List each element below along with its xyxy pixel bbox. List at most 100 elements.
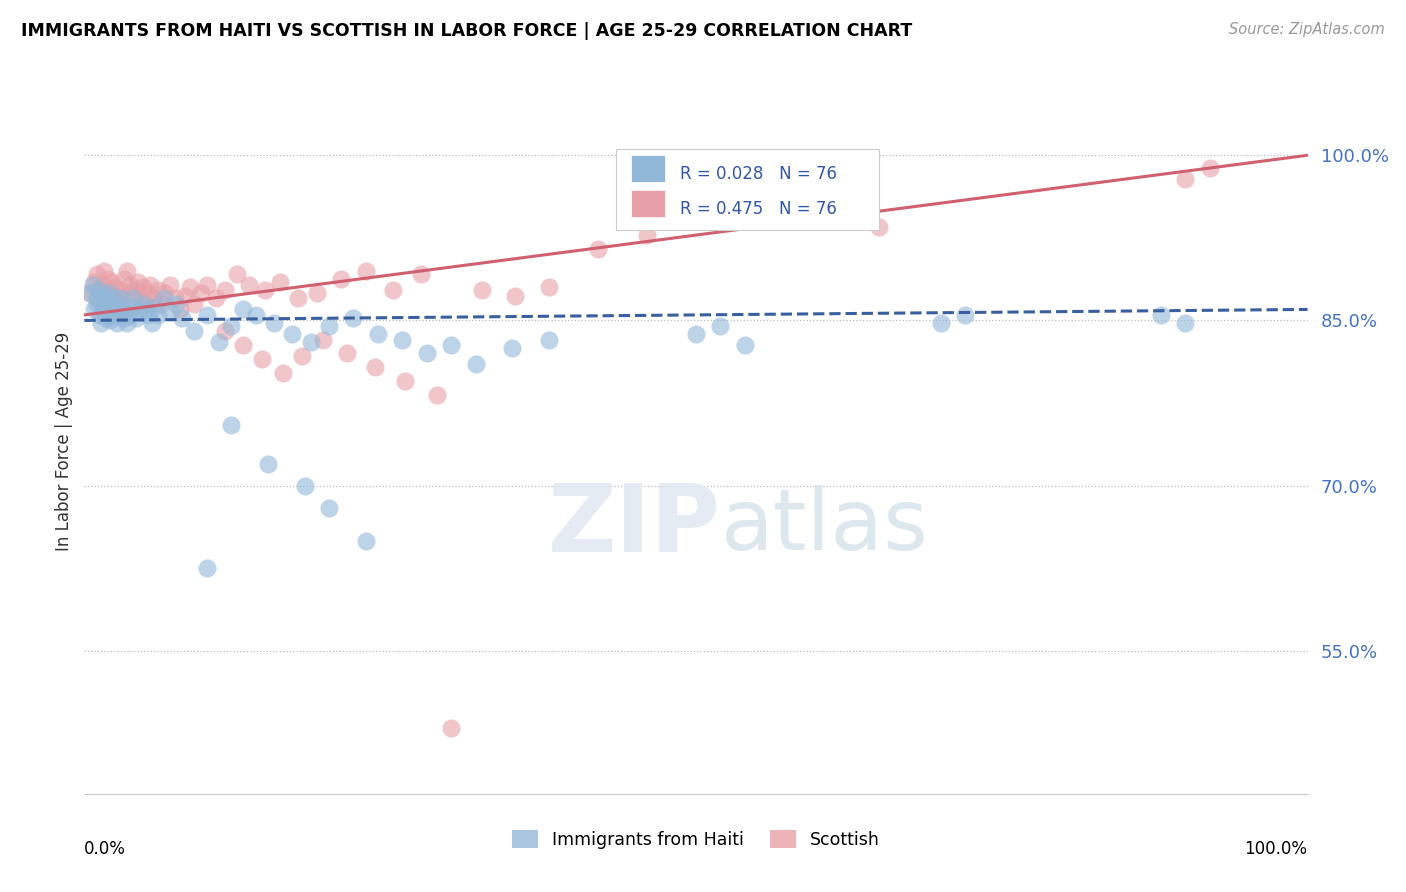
Point <box>83 302 105 317</box>
Point <box>117 308 139 322</box>
Point <box>91 300 114 314</box>
Point <box>87 283 110 297</box>
Point <box>364 359 387 374</box>
Point <box>115 264 138 278</box>
Text: Source: ZipAtlas.com: Source: ZipAtlas.com <box>1229 22 1385 37</box>
Point <box>136 285 159 300</box>
Point <box>125 311 148 326</box>
Point <box>299 335 322 350</box>
Point <box>336 346 359 360</box>
Point <box>538 280 561 294</box>
Point <box>169 302 191 317</box>
Point <box>1174 172 1197 186</box>
Point <box>100 285 122 300</box>
Point <box>127 275 149 289</box>
Point <box>97 302 120 317</box>
Point <box>685 214 707 228</box>
Text: IMMIGRANTS FROM HAITI VS SCOTTISH IN LABOR FORCE | AGE 25-29 CORRELATION CHART: IMMIGRANTS FROM HAITI VS SCOTTISH IN LAB… <box>21 22 912 40</box>
Point <box>1150 308 1173 322</box>
Point <box>101 297 124 311</box>
Text: ZIP: ZIP <box>547 480 720 572</box>
Point <box>103 292 125 306</box>
Point <box>111 300 134 314</box>
Point <box>129 292 152 306</box>
Point <box>98 313 121 327</box>
Point <box>125 283 148 297</box>
Point <box>97 283 120 297</box>
Point <box>100 308 122 322</box>
Point <box>122 292 145 306</box>
Point <box>104 280 127 294</box>
Point <box>381 283 404 297</box>
Point <box>83 275 105 289</box>
Point <box>94 297 117 311</box>
Point <box>97 285 120 300</box>
Text: 100.0%: 100.0% <box>1244 839 1308 858</box>
Point <box>97 293 120 308</box>
Point <box>238 278 260 293</box>
Point <box>90 316 112 330</box>
Point <box>183 297 205 311</box>
Point <box>114 304 136 318</box>
Point <box>394 374 416 388</box>
Point <box>107 308 129 322</box>
Point <box>165 297 187 311</box>
Point <box>214 325 236 339</box>
Point <box>173 289 195 303</box>
Point <box>271 366 294 380</box>
Point <box>257 457 280 471</box>
Point <box>107 297 129 311</box>
Point <box>96 289 118 303</box>
Point <box>89 308 111 322</box>
Legend: Immigrants from Haiti, Scottish: Immigrants from Haiti, Scottish <box>505 823 887 855</box>
Point <box>153 292 176 306</box>
Point <box>294 478 316 492</box>
Point <box>96 311 118 326</box>
Point <box>214 283 236 297</box>
Point <box>263 316 285 330</box>
Point <box>122 300 145 314</box>
Point <box>136 308 159 322</box>
Point <box>426 388 449 402</box>
Point <box>254 283 277 297</box>
Point <box>226 267 249 281</box>
Point <box>118 278 141 293</box>
Point <box>159 278 181 293</box>
Point <box>471 283 494 297</box>
Point <box>112 311 135 326</box>
Point <box>139 278 162 293</box>
Point <box>281 326 304 341</box>
Point <box>330 271 353 285</box>
Point <box>195 278 218 293</box>
Point <box>440 337 463 351</box>
Point <box>120 285 142 300</box>
Point <box>183 325 205 339</box>
Point <box>287 292 309 306</box>
Point <box>105 316 128 330</box>
Point <box>82 278 104 293</box>
Bar <box>631 154 665 182</box>
Point <box>114 289 136 303</box>
Point <box>142 292 165 306</box>
Point <box>79 285 101 300</box>
Point <box>586 242 609 256</box>
Point <box>342 311 364 326</box>
Text: R = 0.028   N = 76: R = 0.028 N = 76 <box>681 165 837 183</box>
Point <box>219 318 242 333</box>
Point <box>132 297 155 311</box>
Point <box>208 335 231 350</box>
Point <box>440 721 463 735</box>
Text: atlas: atlas <box>720 484 928 567</box>
Point <box>318 318 340 333</box>
Point <box>195 308 218 322</box>
Point <box>112 271 135 285</box>
Point <box>869 219 891 234</box>
Point <box>354 533 377 548</box>
Point <box>305 285 328 300</box>
Point <box>709 318 731 333</box>
Point <box>141 316 163 330</box>
Point <box>86 267 108 281</box>
Point <box>89 293 111 308</box>
Point <box>135 297 157 311</box>
Point <box>538 333 561 347</box>
